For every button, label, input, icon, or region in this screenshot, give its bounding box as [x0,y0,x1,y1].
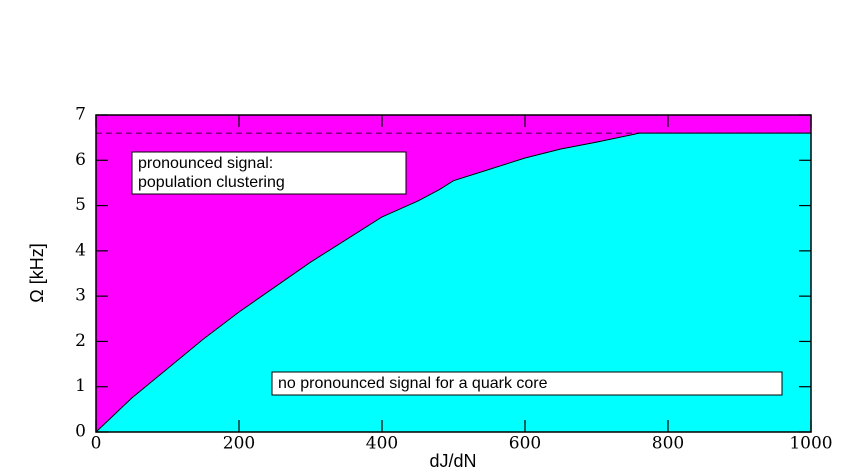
annotation-box [131,151,407,195]
annotation: pronounced signal: population clustering [131,151,407,195]
plot-frame [95,114,812,433]
y-tick-label: 6 [75,150,86,170]
y-tick-label: 5 [75,195,86,215]
area [96,133,811,432]
y-tick-label: 1 [75,376,86,396]
x-tick-label: 600 [509,434,541,454]
area-line [95,132,811,433]
y-tick-label: 4 [75,240,86,260]
x-tick-label: 200 [223,434,255,454]
y-tick-label: 3 [75,286,86,306]
annotation-text: no pronounced signal for a quark core [278,375,548,392]
x-tick-label: 400 [366,434,398,454]
x-tick-label: 0 [91,434,102,454]
x-tick-label: 800 [652,434,684,454]
x-tick-label: 1000 [789,434,832,454]
annotation-text: population clustering [138,174,285,191]
y-tick-label: 7 [75,105,86,125]
y-tick-label: 2 [75,331,86,351]
y-axis-label: Ω [kHz] [27,243,47,302]
annotation: no pronounced signal for a quark core [271,371,783,396]
y-tick-label: 0 [75,422,86,442]
annotation-box [271,371,783,396]
x-axis-label: dJ/dN [429,451,476,471]
annotation-text: pronounced signal: [138,155,273,172]
